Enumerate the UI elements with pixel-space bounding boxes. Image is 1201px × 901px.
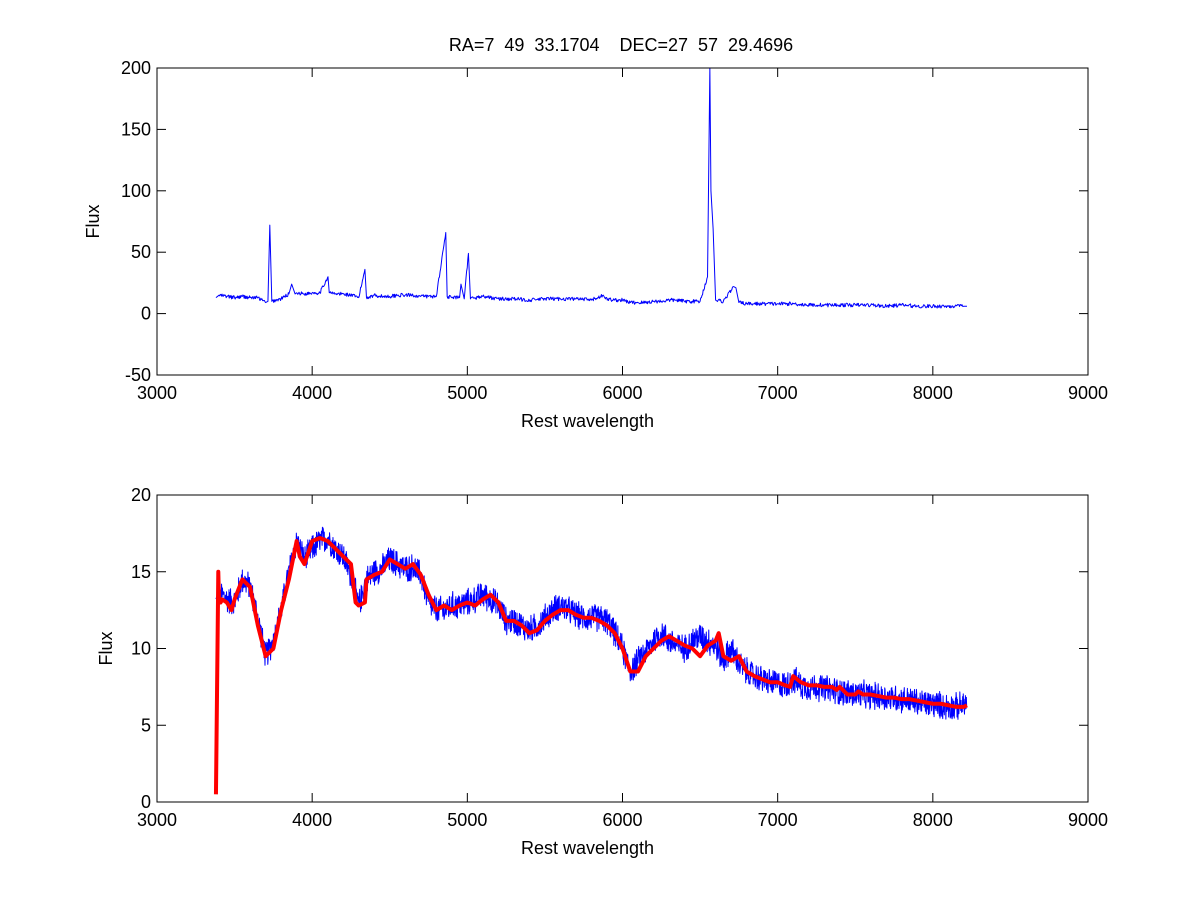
y-tick-label: 200 xyxy=(121,58,151,78)
y-tick-label: 150 xyxy=(121,119,151,139)
x-axis-label: Rest wavelength xyxy=(521,838,654,858)
y-axis-label: Flux xyxy=(83,204,103,238)
y-tick-label: 0 xyxy=(141,792,151,812)
y-tick-label: 15 xyxy=(131,562,151,582)
x-tick-label: 8000 xyxy=(913,383,953,403)
x-tick-label: 3000 xyxy=(137,810,177,830)
y-axis-label: Flux xyxy=(96,631,116,665)
series-fit-line xyxy=(213,535,968,795)
series-group xyxy=(215,68,967,309)
y-tick-label: 50 xyxy=(131,242,151,262)
y-tick-label: 20 xyxy=(131,485,151,505)
x-tick-label: 6000 xyxy=(602,383,642,403)
y-tick-label: 0 xyxy=(141,304,151,324)
x-tick-label: 7000 xyxy=(758,810,798,830)
x-tick-label: 6000 xyxy=(602,810,642,830)
x-axis-label: Rest wavelength xyxy=(521,411,654,431)
series-spectrum-line xyxy=(215,68,967,309)
x-tick-label: 7000 xyxy=(758,383,798,403)
series-group xyxy=(213,526,968,795)
plot-area xyxy=(157,68,1088,375)
figure-title: RA=7 49 33.1704 DEC=27 57 29.4696 xyxy=(449,35,793,55)
spectrum-plot-bottom: 3000 4000 5000 6000 7000 8000 9000 0 5 10 15 20 Rest… xyxy=(96,485,1108,858)
y-tick-label: -50 xyxy=(125,365,151,385)
spectrum-plot-top: 3000 4000 5000 6000 7000 8000 9000 -50 0 50 100 150… xyxy=(83,58,1108,431)
x-tick-label: 5000 xyxy=(447,383,487,403)
x-tick-label: 9000 xyxy=(1068,383,1108,403)
x-tick-label: 9000 xyxy=(1068,810,1108,830)
x-tick-label: 4000 xyxy=(292,810,332,830)
y-tick-label: 5 xyxy=(141,715,151,735)
x-tick-label: 3000 xyxy=(137,383,177,403)
y-tick-label: 10 xyxy=(131,639,151,659)
x-tick-label: 4000 xyxy=(292,383,332,403)
x-tick-label: 5000 xyxy=(447,810,487,830)
x-tick-label: 8000 xyxy=(913,810,953,830)
y-tick-label: 100 xyxy=(121,181,151,201)
